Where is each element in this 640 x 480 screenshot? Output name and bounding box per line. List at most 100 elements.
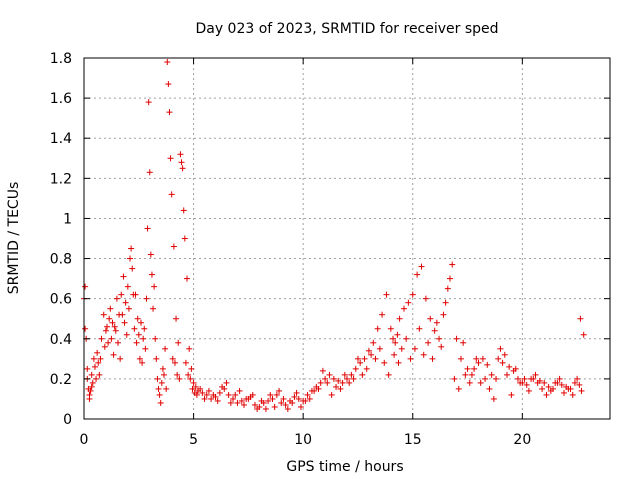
data-point (541, 379, 548, 386)
data-point (326, 371, 333, 378)
data-point (276, 387, 283, 394)
data-point (289, 399, 296, 406)
data-point (346, 379, 353, 386)
data-point (381, 359, 388, 366)
data-point (280, 395, 287, 402)
data-point (411, 345, 418, 352)
data-point (174, 371, 181, 378)
data-point (157, 399, 164, 406)
data-point (214, 397, 221, 404)
grid-lines (84, 58, 610, 419)
data-point (249, 391, 256, 398)
data-point (431, 327, 438, 334)
data-point (169, 355, 176, 362)
data-point (315, 385, 322, 392)
y-tick-label: 0.2 (50, 372, 72, 388)
data-point (405, 299, 412, 306)
data-point (490, 395, 497, 402)
data-point (444, 285, 451, 292)
data-point (436, 335, 443, 342)
data-point (82, 283, 89, 290)
data-point (341, 371, 348, 378)
data-point (102, 327, 109, 334)
axis-ticks (83, 57, 610, 420)
data-point (348, 371, 355, 378)
data-point (101, 343, 108, 350)
data-point (302, 397, 309, 404)
data-point (165, 81, 172, 88)
data-point (457, 355, 464, 362)
data-point (190, 379, 197, 386)
data-point (291, 393, 298, 400)
data-point (370, 339, 377, 346)
data-point (186, 345, 193, 352)
data-point (297, 403, 304, 410)
data-point (556, 375, 563, 382)
data-point (306, 395, 313, 402)
data-point (475, 359, 482, 366)
data-point (574, 375, 581, 382)
data-point (155, 385, 162, 392)
data-point (376, 345, 383, 352)
data-point (427, 315, 434, 322)
data-point (199, 389, 206, 396)
data-point (120, 273, 127, 280)
data-point (152, 335, 159, 342)
data-point (178, 159, 185, 166)
data-point (176, 375, 183, 382)
data-point (278, 399, 285, 406)
data-point (230, 395, 237, 402)
data-point (88, 371, 95, 378)
data-point (117, 355, 124, 362)
data-point (164, 59, 171, 66)
data-point (88, 383, 95, 390)
data-point (265, 397, 272, 404)
data-point (464, 365, 471, 372)
data-point (148, 271, 155, 278)
data-point (344, 375, 350, 382)
data-point (240, 401, 247, 408)
data-point (462, 371, 469, 378)
data-point (225, 391, 232, 398)
y-axis-label: SRMTID / TECUs (6, 182, 22, 295)
data-point (267, 391, 274, 398)
data-point (495, 355, 502, 362)
data-point (93, 375, 100, 382)
data-point (284, 405, 291, 412)
data-point (374, 325, 381, 332)
data-point (122, 299, 129, 306)
data-point (136, 355, 143, 362)
data-point (493, 375, 500, 382)
data-point (471, 365, 478, 372)
data-point (330, 375, 337, 382)
data-point (97, 355, 104, 362)
data-point (333, 383, 340, 390)
data-point (398, 345, 405, 352)
data-point (576, 381, 583, 388)
data-point (400, 305, 407, 312)
data-point (137, 319, 144, 326)
data-point (359, 371, 366, 378)
data-point (455, 385, 462, 392)
data-point (171, 359, 178, 366)
data-point (160, 371, 167, 378)
data-point (98, 335, 105, 342)
data-point (167, 155, 174, 162)
data-point (447, 275, 454, 282)
data-point (523, 381, 530, 388)
data-point (163, 385, 170, 392)
data-point (251, 401, 258, 408)
data-point (193, 391, 200, 398)
data-point (429, 355, 436, 362)
data-point (100, 311, 107, 318)
x-tick-label: 15 (404, 432, 422, 448)
data-point (86, 391, 93, 398)
data-point (438, 343, 445, 350)
chart-title: Day 023 of 2023, SRMTID for receiver spe… (195, 21, 498, 37)
data-point (205, 387, 212, 394)
data-point (146, 169, 153, 176)
data-point (391, 351, 398, 358)
data-point (317, 379, 324, 386)
data-points (81, 59, 587, 412)
data-point (547, 387, 554, 394)
